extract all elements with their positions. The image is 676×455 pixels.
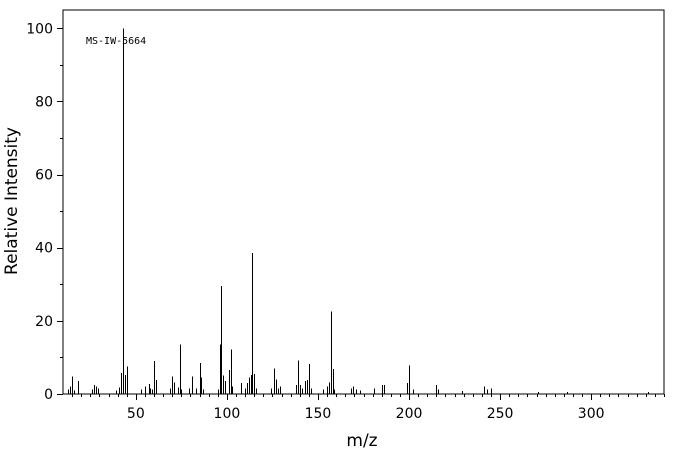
plot-frame-group: [62, 9, 665, 395]
x-tick-label: 250: [487, 406, 514, 422]
plot-frame: [62, 9, 665, 395]
y-tick-label: 60: [35, 168, 53, 184]
axis-ticks-group: 50 100 150 200 250 300 0 20 40 60 80 100: [26, 21, 665, 422]
x-axis-label: m/z: [346, 431, 377, 451]
y-tick-label: 20: [35, 314, 53, 330]
spectrum-id-annotation: MS-IW-5664: [86, 36, 146, 47]
x-tick-label: 50: [127, 406, 145, 422]
y-tick-label: 40: [35, 241, 53, 257]
x-tick-label: 200: [396, 406, 423, 422]
y-tick-label: 100: [26, 21, 53, 37]
x-tick-label: 150: [305, 406, 332, 422]
peaks-group: [68, 28, 649, 394]
y-tick-label: 0: [44, 387, 53, 403]
x-tick-label: 300: [578, 406, 605, 422]
y-tick-label: 80: [35, 94, 53, 110]
y-axis-label: Relative Intensity: [2, 127, 22, 275]
x-tick-label: 100: [214, 406, 241, 422]
